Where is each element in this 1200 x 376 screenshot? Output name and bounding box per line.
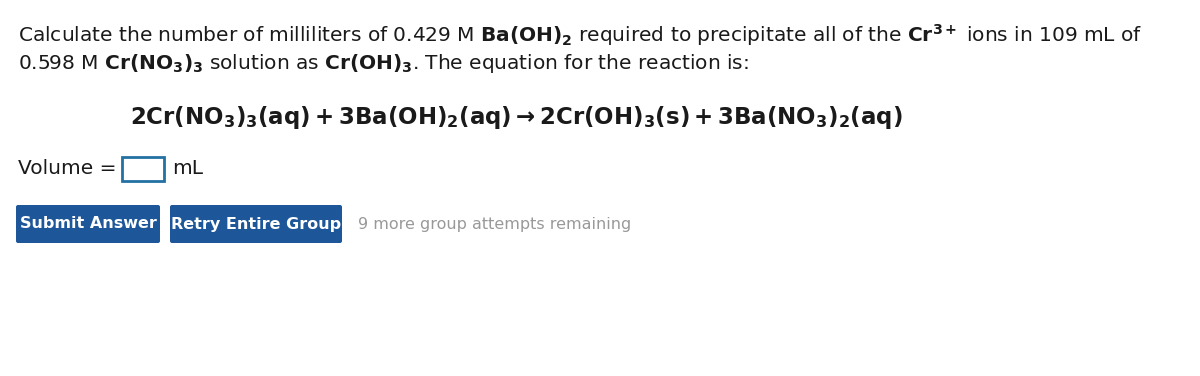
Text: 0.598 M $\mathbf{Cr(NO_3)_3}$ solution as $\mathbf{Cr(OH)_3}$. The equation for : 0.598 M $\mathbf{Cr(NO_3)_3}$ solution a… — [18, 52, 749, 75]
Text: mL: mL — [172, 159, 203, 178]
Text: Volume =: Volume = — [18, 159, 122, 178]
Text: Submit Answer: Submit Answer — [19, 217, 156, 232]
FancyBboxPatch shape — [16, 205, 160, 243]
FancyBboxPatch shape — [170, 205, 342, 243]
Text: 9 more group attempts remaining: 9 more group attempts remaining — [358, 217, 631, 232]
Text: $\mathbf{2Cr(NO_3)_3(aq) + 3Ba(OH)_2(aq) \rightarrow 2Cr(OH)_3(s) + 3Ba(NO_3)_2(: $\mathbf{2Cr(NO_3)_3(aq) + 3Ba(OH)_2(aq)… — [130, 104, 902, 131]
Text: Retry Entire Group: Retry Entire Group — [170, 217, 341, 232]
Text: Calculate the number of milliliters of 0.429 M $\mathbf{Ba(OH)_2}$ required to p: Calculate the number of milliliters of 0… — [18, 22, 1142, 48]
FancyBboxPatch shape — [122, 157, 164, 181]
